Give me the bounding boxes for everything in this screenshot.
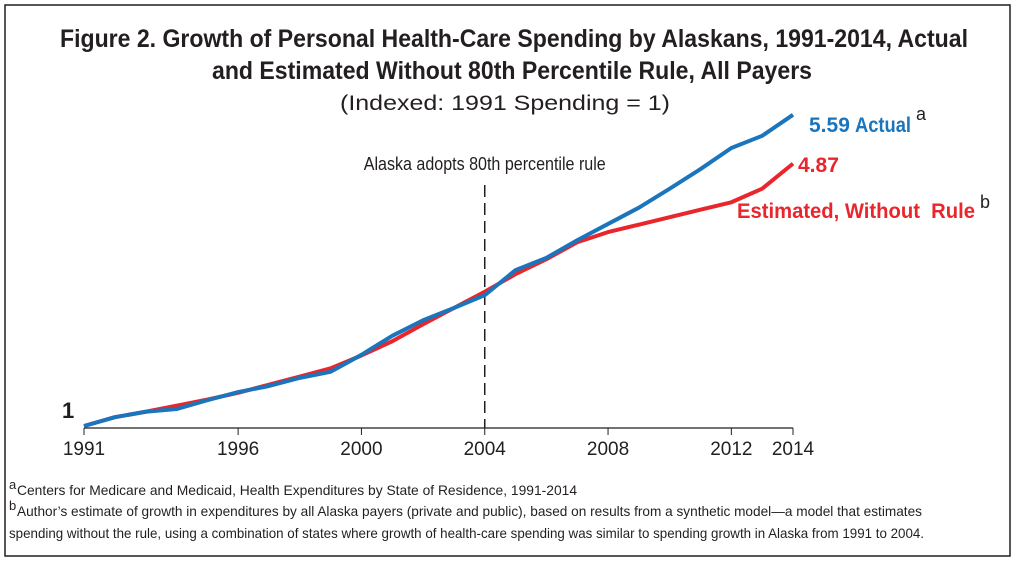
superscript: a xyxy=(916,104,927,124)
series-line xyxy=(83,113,795,428)
x-tick-label: 1996 xyxy=(217,439,259,460)
footnote-marker: a xyxy=(9,477,17,492)
data-label: 5.59 xyxy=(809,114,850,137)
chart-subtitle: (Indexed: 1991 Spending = 1) xyxy=(340,92,670,115)
legend-label: Estimated, Without Rule xyxy=(737,200,975,223)
footnote-marker: b xyxy=(9,498,16,513)
footnote: Centers for Medicare and Medicaid, Healt… xyxy=(17,482,577,498)
x-tick-label: 1991 xyxy=(63,439,105,460)
footnote: Author’s estimate of growth in expenditu… xyxy=(17,503,922,519)
x-tick-label: 2008 xyxy=(587,439,629,460)
series-line xyxy=(83,162,795,428)
chart-title: Figure 2. Growth of Personal Health-Care… xyxy=(60,25,968,53)
footnote: spending without the rule, using a combi… xyxy=(9,525,924,541)
data-label: 1 xyxy=(62,398,74,423)
legend-label: Actual xyxy=(855,114,911,137)
x-tick-label: 2004 xyxy=(464,439,507,460)
data-label: 4.87 xyxy=(798,154,839,177)
superscript: b xyxy=(980,192,990,212)
frame xyxy=(4,4,1011,557)
chart-title: and Estimated Without 80th Percentile Ru… xyxy=(212,57,812,85)
x-tick-label: 2000 xyxy=(340,439,382,460)
x-tick-label: 2012 xyxy=(710,439,752,460)
annotation: Alaska adopts 80th percentile rule xyxy=(364,154,606,174)
x-tick-label: 2014 xyxy=(772,439,815,460)
